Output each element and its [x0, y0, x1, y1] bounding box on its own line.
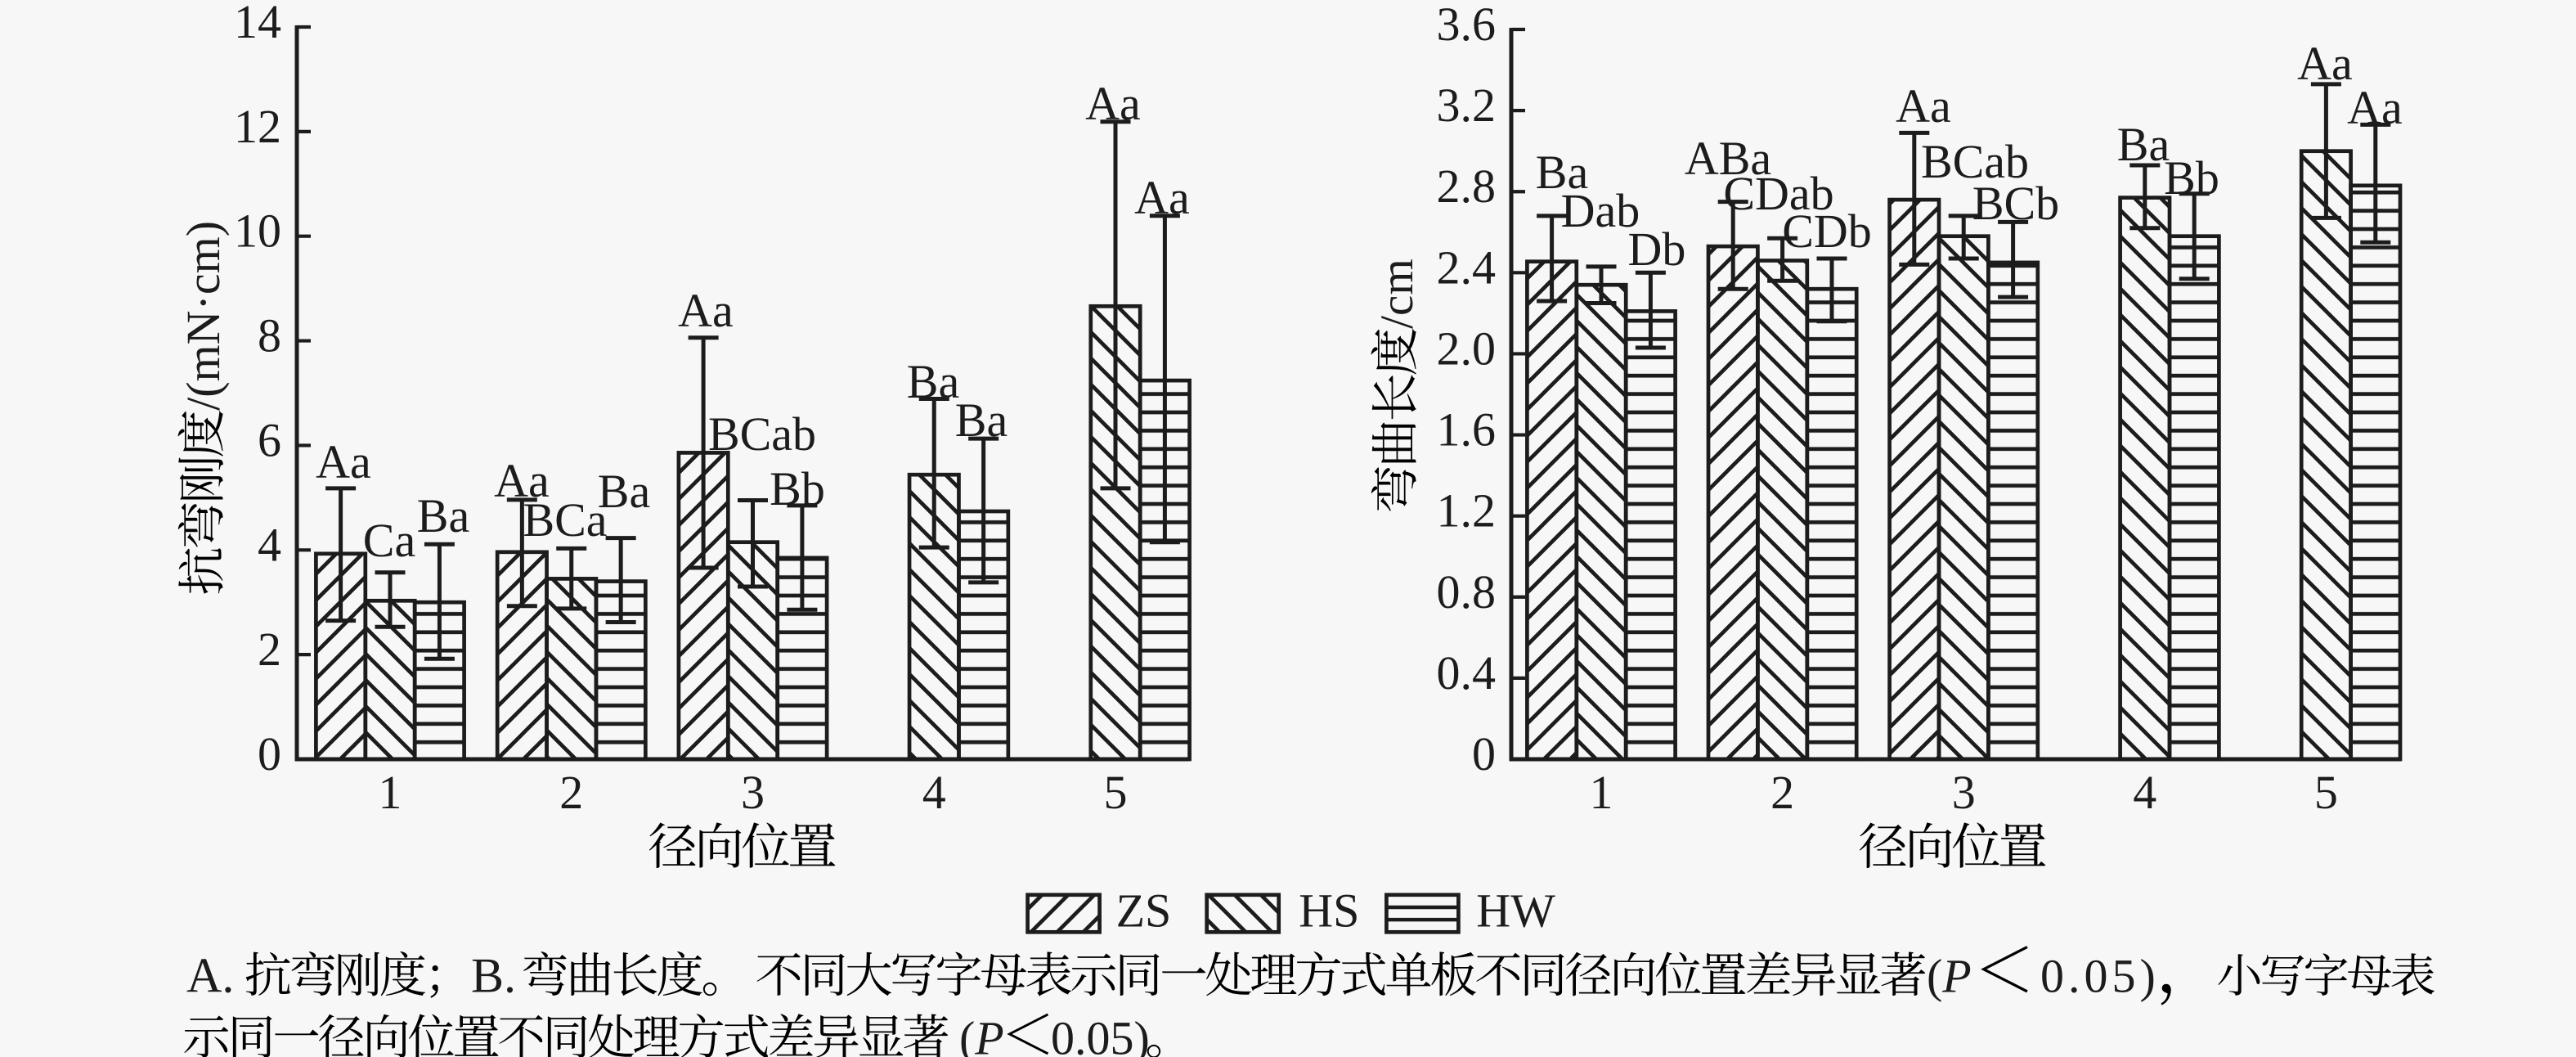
svg-text:P: P	[1941, 950, 1971, 1003]
svg-text:Dab: Dab	[1561, 184, 1640, 237]
svg-text:0.05): 0.05)	[2040, 950, 2160, 1003]
svg-text:Bb: Bb	[770, 462, 825, 515]
svg-text:(: (	[959, 1012, 975, 1057]
svg-text:0.8: 0.8	[1437, 565, 1497, 618]
svg-text:Db: Db	[1628, 223, 1686, 276]
svg-text:P: P	[974, 1012, 1003, 1057]
svg-text:Ba: Ba	[955, 394, 1008, 447]
svg-text:ZS: ZS	[1116, 884, 1172, 938]
svg-text:1.2: 1.2	[1437, 484, 1497, 537]
svg-text:1: 1	[1590, 766, 1613, 819]
svg-text:BCa: BCa	[523, 493, 607, 546]
svg-text:ABa: ABa	[1685, 132, 1771, 185]
svg-text:5: 5	[1104, 766, 1128, 819]
svg-text:0.4: 0.4	[1437, 646, 1497, 699]
svg-text:4: 4	[2133, 766, 2156, 819]
svg-text:Aa: Aa	[2347, 81, 2403, 134]
svg-text:0: 0	[258, 727, 281, 780]
svg-text:Ba: Ba	[598, 465, 650, 518]
svg-text:Aa: Aa	[1896, 79, 1951, 133]
svg-text:Ba: Ba	[1536, 146, 1588, 199]
svg-text:Ba: Ba	[2117, 118, 2170, 171]
svg-text:3: 3	[1952, 766, 1976, 819]
svg-text:4: 4	[258, 518, 281, 571]
svg-text:2: 2	[258, 623, 281, 676]
svg-text:Ba: Ba	[417, 489, 469, 542]
svg-text:Aa: Aa	[1134, 171, 1190, 224]
svg-text:CDb: CDb	[1782, 205, 1872, 258]
svg-text:4: 4	[922, 766, 946, 819]
svg-text:BCab: BCab	[1921, 135, 2029, 188]
svg-text:Bb: Bb	[2164, 151, 2219, 205]
svg-text:2: 2	[1770, 766, 1794, 819]
svg-text:2.4: 2.4	[1437, 241, 1497, 294]
svg-text:Aa: Aa	[1085, 77, 1141, 130]
svg-text:/(mN·cm): /(mN·cm)	[177, 221, 230, 411]
svg-text:/cm: /cm	[1371, 259, 1423, 328]
svg-text:A.: A.	[186, 949, 234, 1003]
svg-text:CDab: CDab	[1723, 167, 1833, 220]
svg-text:(: (	[1927, 950, 1942, 1003]
svg-text:HS: HS	[1299, 884, 1359, 938]
svg-text:Ca: Ca	[363, 514, 415, 567]
svg-text:10: 10	[234, 205, 281, 258]
svg-text:14: 14	[234, 0, 281, 48]
svg-text:3.6: 3.6	[1437, 0, 1497, 51]
svg-text:BCab: BCab	[708, 407, 816, 461]
svg-text:2.0: 2.0	[1437, 322, 1497, 375]
svg-text:5: 5	[2314, 766, 2338, 819]
svg-text:Aa: Aa	[316, 435, 371, 488]
svg-text:8: 8	[258, 309, 281, 362]
svg-text:3.2: 3.2	[1437, 79, 1497, 132]
svg-text:Aa: Aa	[678, 284, 734, 337]
svg-text:2.8: 2.8	[1437, 160, 1497, 213]
svg-text:0.05): 0.05)	[1051, 1012, 1150, 1057]
svg-text:12: 12	[234, 100, 281, 153]
svg-text:3: 3	[741, 766, 765, 819]
svg-text:Ba: Ba	[907, 355, 959, 408]
svg-text:1: 1	[379, 766, 402, 819]
svg-text:HW: HW	[1476, 884, 1555, 938]
svg-text:Aa: Aa	[2297, 37, 2353, 90]
svg-text:2: 2	[559, 766, 583, 819]
svg-text:0: 0	[1472, 727, 1496, 780]
svg-text:B.: B.	[471, 949, 516, 1003]
svg-text:BCb: BCb	[1972, 177, 2059, 230]
svg-text:1.6: 1.6	[1437, 403, 1497, 457]
svg-text:6: 6	[258, 413, 281, 466]
svg-text:Aa: Aa	[494, 454, 550, 507]
